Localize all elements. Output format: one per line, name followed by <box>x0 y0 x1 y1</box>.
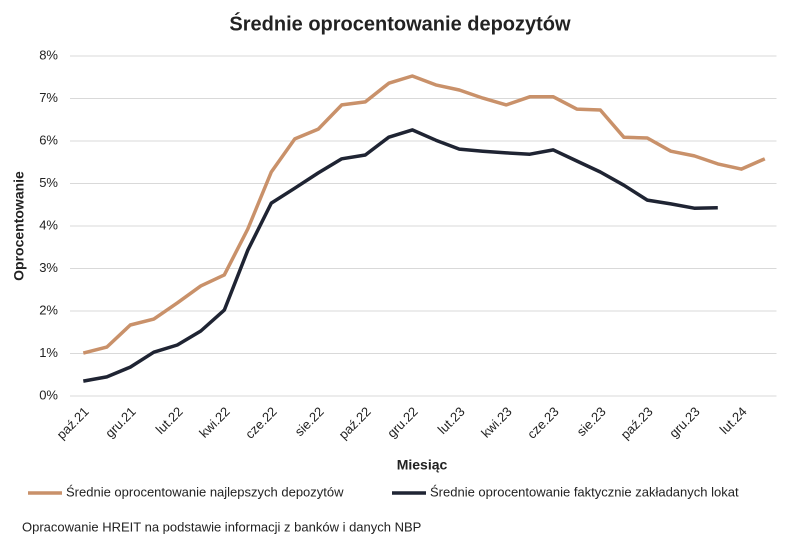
legend-label: Średnie oprocentowanie najlepszych depoz… <box>66 484 344 499</box>
y-tick-label: 6% <box>39 132 58 147</box>
x-axis-title: Miesiąc <box>397 457 448 473</box>
source-note: Opracowanie HREIT na podstawie informacj… <box>22 519 421 534</box>
y-tick-label: 1% <box>39 345 58 360</box>
x-tick-label: paź.22 <box>336 404 374 442</box>
y-tick-label: 2% <box>39 302 58 317</box>
y-tick-label: 8% <box>39 47 58 62</box>
x-tick-label: gru.21 <box>102 404 139 441</box>
y-tick-label: 0% <box>39 387 58 402</box>
x-tick-label: cze.23 <box>524 404 562 442</box>
x-tick-label: gru.23 <box>666 404 703 441</box>
x-tick-label: kwi.23 <box>478 404 515 441</box>
x-tick-label: lut.22 <box>153 404 186 437</box>
legend-label: Średnie oprocentowanie faktycznie zakład… <box>430 484 739 499</box>
y-tick-label: 5% <box>39 175 58 190</box>
x-tick-label: cze.22 <box>242 404 280 442</box>
x-tick-label: paź.23 <box>618 404 656 442</box>
y-tick-label: 4% <box>39 217 58 232</box>
x-tick-label: sie.22 <box>292 404 327 439</box>
series-line <box>82 74 766 355</box>
x-tick-label: gru.22 <box>384 404 421 441</box>
y-axis-title: Oprocentowanie <box>11 171 27 281</box>
y-tick-label: 7% <box>39 90 58 105</box>
x-tick-label: sie.23 <box>574 404 609 439</box>
x-tick-label: lut.24 <box>717 404 750 437</box>
x-tick-label: paź.21 <box>54 404 92 442</box>
x-tick-label: lut.23 <box>435 404 468 437</box>
y-tick-label: 3% <box>39 260 58 275</box>
chart-title: Średnie oprocentowanie depozytów <box>229 11 571 35</box>
series-line <box>82 128 718 383</box>
x-tick-label: kwi.22 <box>196 404 233 441</box>
